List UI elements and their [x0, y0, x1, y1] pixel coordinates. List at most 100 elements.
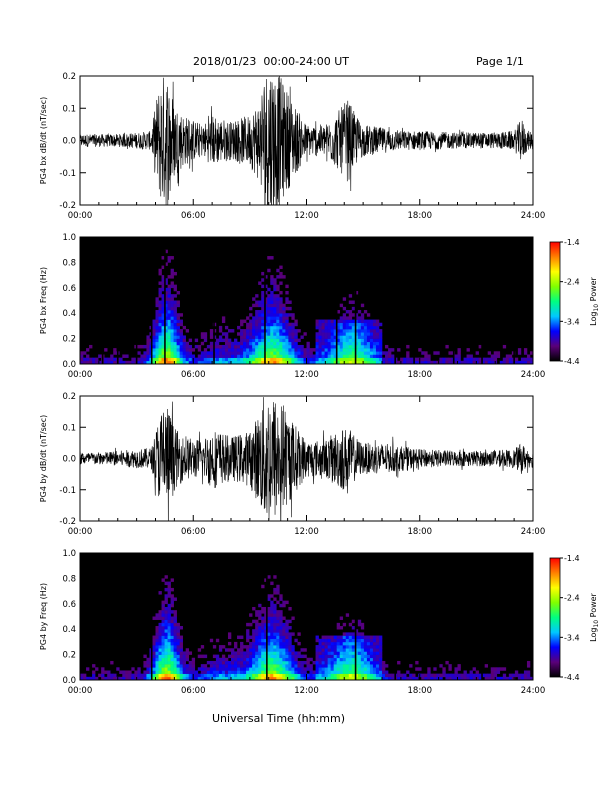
spectrogram-cell	[258, 319, 262, 324]
spectrogram-cell	[339, 329, 344, 333]
spectrogram-cell	[261, 676, 265, 681]
spectrogram-cell	[475, 351, 479, 355]
spectrogram-cell	[288, 641, 292, 646]
spectrogram-cell	[221, 348, 226, 352]
spectrogram-cell	[164, 626, 168, 630]
spectrogram-cell	[385, 670, 389, 674]
spectrogram-cell	[481, 357, 485, 362]
spectrogram-cell	[526, 664, 531, 668]
spectrogram-cell	[273, 335, 277, 339]
spectrogram-cell	[324, 645, 328, 649]
spectrogram-cell	[255, 351, 259, 355]
spectrogram-cell	[255, 310, 259, 314]
spectrogram-cell	[282, 600, 286, 605]
spectrogram-cell	[203, 667, 208, 671]
spectrogram-cell	[282, 638, 286, 643]
spectrogram-cell	[354, 338, 359, 343]
spectrogram-cell	[209, 667, 214, 671]
spectrogram-cell	[300, 664, 304, 668]
spectrogram-cell	[267, 660, 271, 665]
spectrogram-cell	[252, 654, 256, 659]
spectrogram-cell	[161, 360, 165, 365]
spectrogram-cell	[372, 664, 377, 668]
spectrogram-cell	[176, 622, 180, 627]
spectrogram-cell	[137, 351, 141, 355]
spectrogram-cell	[240, 322, 244, 327]
spectrogram-cell	[270, 603, 274, 608]
spectrogram-cell	[158, 651, 162, 655]
spectrogram-cell	[378, 657, 383, 662]
spectrogram-cell	[276, 610, 280, 614]
spectrogram-cell	[173, 338, 177, 343]
spectrogram-cell	[369, 676, 374, 681]
spectrogram-cell	[363, 322, 368, 327]
spectrogram-cell	[288, 664, 292, 668]
spectrogram-cell	[351, 670, 356, 674]
spectrogram-cell	[158, 319, 162, 324]
y-axis-title: PG4 bx dB/dt (nT/sec)	[39, 97, 48, 184]
spectrogram-cell	[321, 657, 325, 662]
spectrogram-cell	[161, 281, 165, 285]
spectrogram-cell	[267, 632, 271, 636]
spectrogram-cell	[249, 332, 253, 336]
spectrogram-cell	[267, 329, 271, 333]
spectrogram-cell	[185, 348, 190, 352]
spectrogram-cell	[270, 610, 274, 614]
spectrogram-cell	[294, 651, 298, 655]
spectrogram-cell	[357, 619, 362, 624]
spectrogram-cell	[502, 673, 507, 678]
spectrogram-cell	[161, 638, 165, 643]
spectrogram-cell	[270, 635, 274, 640]
spectrogram-cell	[327, 648, 331, 652]
spectrogram-cell	[179, 322, 183, 327]
spectrogram-cell	[415, 357, 419, 362]
spectrogram-cell	[282, 310, 286, 314]
spectrogram-cell	[288, 351, 292, 355]
spectrogram-cell	[264, 284, 268, 289]
spectrogram-cell	[146, 360, 150, 365]
spectrogram-cell	[155, 332, 159, 336]
spectrogram-cell	[282, 338, 286, 343]
spectrogram-cell	[249, 622, 253, 627]
spectrogram-cell	[406, 357, 410, 362]
spectrogram-cell	[526, 670, 531, 674]
spectrogram-cell	[330, 329, 334, 333]
spectrogram-cell	[378, 641, 383, 646]
spectrogram-cell	[372, 344, 377, 349]
spectrogram-cell	[255, 294, 259, 298]
spectrogram-cell	[161, 635, 165, 640]
spectrogram-cell	[348, 660, 353, 665]
spectrogram-cell	[433, 360, 437, 365]
spectrogram-cell	[179, 635, 183, 640]
spectrogram-cell	[366, 354, 371, 358]
spectrogram-cell	[155, 629, 159, 633]
spectrogram-cell	[170, 651, 174, 655]
spectrogram-cell	[282, 635, 286, 640]
spectrogram-cell	[200, 360, 205, 365]
spectrogram-cell	[215, 344, 220, 349]
spectrogram-cell	[218, 660, 223, 665]
spectrogram-cell	[261, 300, 265, 304]
spectrogram-cell	[252, 332, 256, 336]
spectrogram-cell	[336, 329, 341, 333]
spectrogram-cell	[197, 344, 202, 349]
spectrogram-cell	[158, 348, 162, 352]
spectrogram-cell	[252, 338, 256, 343]
spectrogram-cell	[167, 657, 171, 662]
spectrogram-cell	[345, 357, 350, 362]
colorbar-tick-label: -4.4	[564, 357, 580, 366]
spectrogram-cell	[152, 635, 156, 640]
spectrogram-cell	[324, 360, 328, 365]
spectrogram-cell	[360, 322, 365, 327]
spectrogram-cell	[385, 357, 389, 362]
spectrogram-cell	[158, 290, 162, 295]
spectrogram-cell	[258, 657, 262, 662]
spectrogram-cell	[502, 357, 507, 362]
spectrogram-cell	[215, 360, 220, 365]
spectrogram-cell	[388, 357, 392, 362]
spectrogram-cell	[167, 335, 171, 339]
spectrogram-cell	[176, 332, 180, 336]
spectrogram-cell	[227, 676, 232, 681]
spectrogram-cell	[336, 660, 341, 665]
spectrogram-cell	[276, 341, 280, 346]
